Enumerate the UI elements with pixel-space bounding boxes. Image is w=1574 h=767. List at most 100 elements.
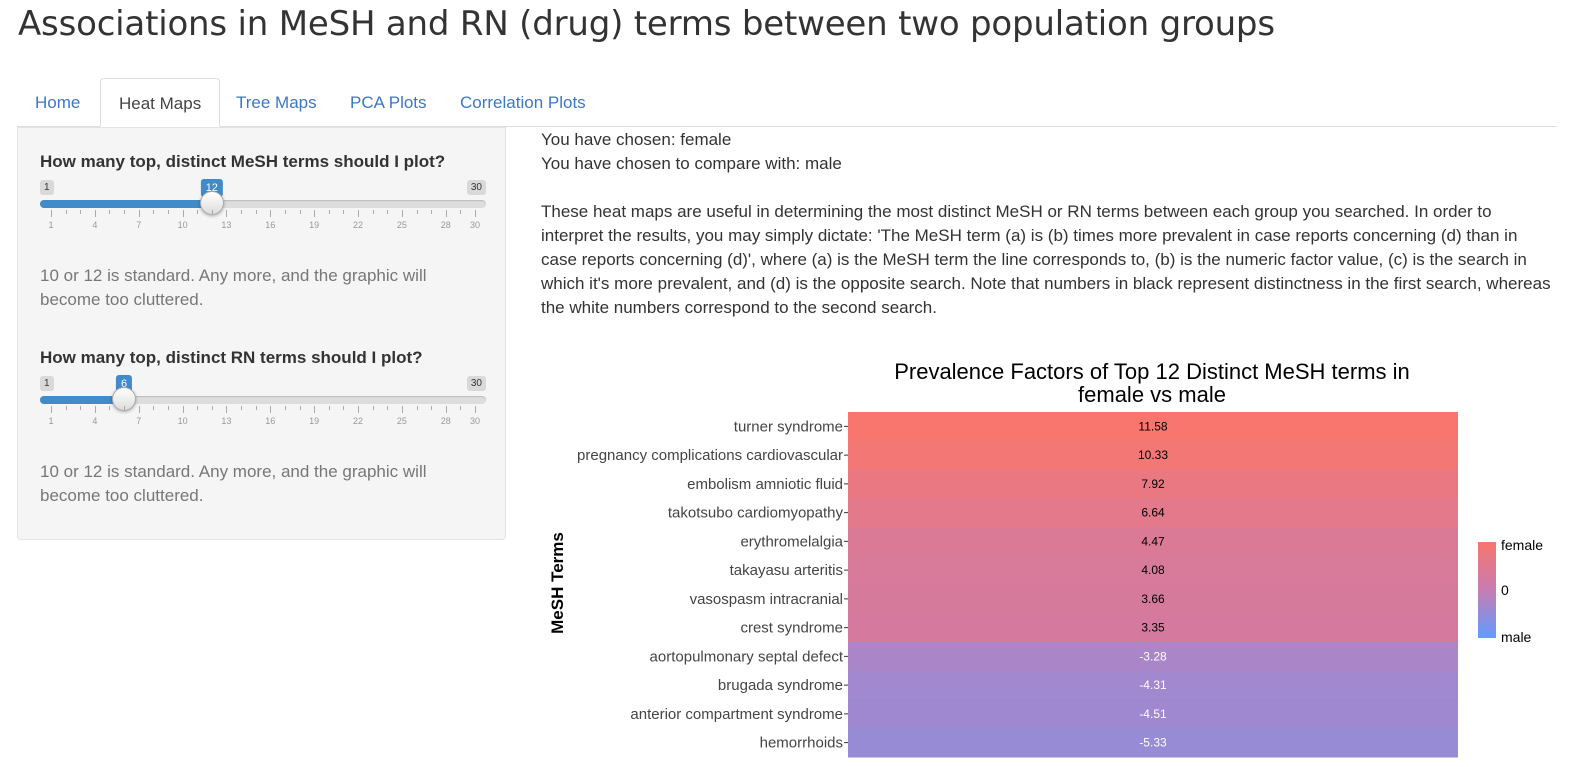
heatmap-cell [848, 412, 1458, 442]
slider-tick [197, 406, 199, 410]
tab-heat-maps[interactable]: Heat Maps [100, 78, 221, 127]
tab-correlation-plots[interactable]: Correlation Plots [460, 93, 586, 112]
y-tick-label: anterior compartment syndrome [630, 706, 843, 723]
slider-tick [387, 210, 389, 214]
mesh-slider-help: 10 or 12 is standard. Any more, and the … [40, 266, 427, 309]
slider-tick [255, 210, 257, 214]
y-tick-label: crest syndrome [740, 620, 843, 637]
slider-tick [460, 210, 462, 214]
heatmap-cell [848, 555, 1458, 585]
y-tick-label: pregnancy complications cardiovascular [577, 447, 843, 464]
slider-tick [416, 406, 418, 410]
rn-slider-help: 10 or 12 is standard. Any more, and the … [40, 462, 427, 505]
slider-tick-label: 13 [221, 220, 232, 230]
tab-pca-plots[interactable]: PCA Plots [350, 93, 427, 112]
slider-tick [153, 210, 155, 214]
tab-tree-maps[interactable]: Tree Maps [236, 93, 317, 112]
heatmap-cell [848, 699, 1458, 729]
heatmap-cell [848, 440, 1458, 470]
mesh-terms-slider[interactable]: 1 30 12 1 4 7 10 13 16 19 22 25 28 30 [40, 179, 486, 250]
slider-tick [343, 406, 345, 410]
legend-colorbar [1478, 542, 1496, 638]
color-legend: female 0 male [1478, 537, 1543, 645]
slider-tick [94, 406, 96, 413]
compare-text: You have chosen to compare with: male [541, 154, 842, 173]
slider-tick-label: 22 [353, 220, 364, 230]
slider-tick [211, 210, 213, 214]
y-tick-label: erythromelalgia [740, 533, 843, 550]
slider-tick [138, 406, 140, 413]
heatmap-chart: Prevalence Factors of Top 12 Distinct Me… [548, 359, 1543, 758]
slider-tick [109, 406, 111, 410]
slider-tick [328, 406, 330, 410]
slider-max-label: 30 [466, 376, 486, 391]
description-text: These heat maps are useful in determinin… [541, 202, 1551, 317]
slider-tick-label: 10 [177, 416, 188, 426]
slider-tick [153, 406, 155, 410]
slider-tick-label: 30 [469, 416, 481, 426]
slider-tick-label: 10 [177, 220, 188, 230]
slider-tick-label: 7 [136, 220, 142, 230]
slider-tick [431, 210, 433, 214]
slider-tick-label: 30 [469, 220, 481, 230]
rn-terms-slider[interactable]: 1 30 6 1 4 7 10 13 16 19 22 25 28 30 [40, 375, 486, 446]
slider-tick [416, 210, 418, 214]
y-tick-label: embolism amniotic fluid [687, 476, 843, 493]
heatmap-cell [848, 498, 1458, 528]
slider-tick-label: 16 [265, 220, 276, 230]
slider-tick [328, 210, 330, 214]
y-tick-label: brugada syndrome [718, 677, 843, 694]
slider-tick [182, 406, 184, 413]
y-tick-label: turner syndrome [734, 418, 843, 435]
slider-tick-label: 19 [309, 416, 320, 426]
slider-track[interactable] [40, 191, 486, 215]
slider-tick-label: 22 [353, 416, 364, 426]
chosen-text: You have chosen: female [541, 130, 732, 149]
slider-min-label: 1 [40, 180, 54, 195]
page-title: Associations in MeSH and RN (drug) terms… [18, 4, 1275, 44]
slider-tick-label: 1 [48, 220, 54, 230]
slider-tick [65, 406, 67, 410]
slider-tick [343, 210, 345, 214]
slider-tick-label: 1 [48, 416, 54, 426]
tab-home[interactable]: Home [35, 93, 81, 112]
heatmap-cell [848, 642, 1458, 672]
y-axis-label: MeSH Terms [548, 532, 567, 634]
nav-tabs: Home Heat Maps Tree Maps PCA Plots Corre… [17, 78, 1557, 127]
heatmap-cell [848, 584, 1458, 614]
slider-tick [284, 210, 286, 214]
slider-tick [94, 210, 96, 217]
heatmap-cell [848, 613, 1458, 643]
slider-tick [314, 406, 316, 413]
slider-tick [197, 210, 199, 214]
cell-value-label: -4.51 [1139, 707, 1167, 721]
slider-tick [299, 406, 301, 410]
slider-fill [40, 396, 125, 404]
slider-fill [40, 200, 212, 208]
cell-value-label: 7.92 [1141, 477, 1165, 491]
slider-tick [51, 210, 52, 217]
slider-tick [51, 406, 52, 413]
slider-tick [80, 210, 82, 214]
heatmap-cell [848, 469, 1458, 499]
slider-tick [211, 406, 213, 410]
slider-min-label: 1 [40, 376, 54, 391]
slider-tick [226, 406, 228, 413]
slider-tick [124, 406, 126, 410]
slider-tick [109, 210, 111, 214]
slider-tick-label: 19 [309, 220, 320, 230]
slider-tick [124, 210, 126, 214]
heatmap-cell [848, 728, 1458, 758]
slider-tick-label: 28 [440, 416, 451, 426]
heatmap-cells: 11.58 turner syndrome 10.33 pregnancy compl… [577, 412, 1458, 758]
y-tick-label: vasospasm intracranial [690, 591, 843, 608]
slider-tick-label: 16 [265, 416, 276, 426]
slider-tick-label: 25 [396, 416, 407, 426]
cell-value-label: 6.64 [1141, 506, 1165, 520]
y-tick-label: aortopulmonary septal defect [650, 648, 844, 665]
slider-tick-label: 25 [396, 220, 407, 230]
slider-tick [387, 406, 389, 410]
slider-tick [475, 210, 476, 217]
slider-tick [460, 406, 462, 410]
slider-track[interactable] [40, 387, 486, 411]
